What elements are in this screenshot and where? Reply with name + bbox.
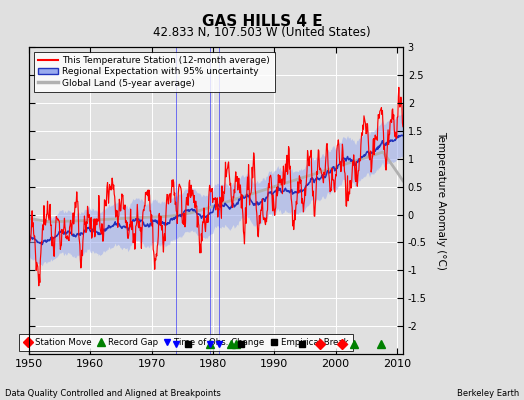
Y-axis label: Temperature Anomaly (°C): Temperature Anomaly (°C): [436, 131, 446, 270]
Text: Berkeley Earth: Berkeley Earth: [456, 389, 519, 398]
Text: Data Quality Controlled and Aligned at Breakpoints: Data Quality Controlled and Aligned at B…: [5, 389, 221, 398]
Text: GAS HILLS 4 E: GAS HILLS 4 E: [202, 14, 322, 29]
Text: 42.833 N, 107.503 W (United States): 42.833 N, 107.503 W (United States): [153, 26, 371, 39]
Legend: Station Move, Record Gap, Time of Obs. Change, Empirical Break: Station Move, Record Gap, Time of Obs. C…: [19, 334, 353, 351]
